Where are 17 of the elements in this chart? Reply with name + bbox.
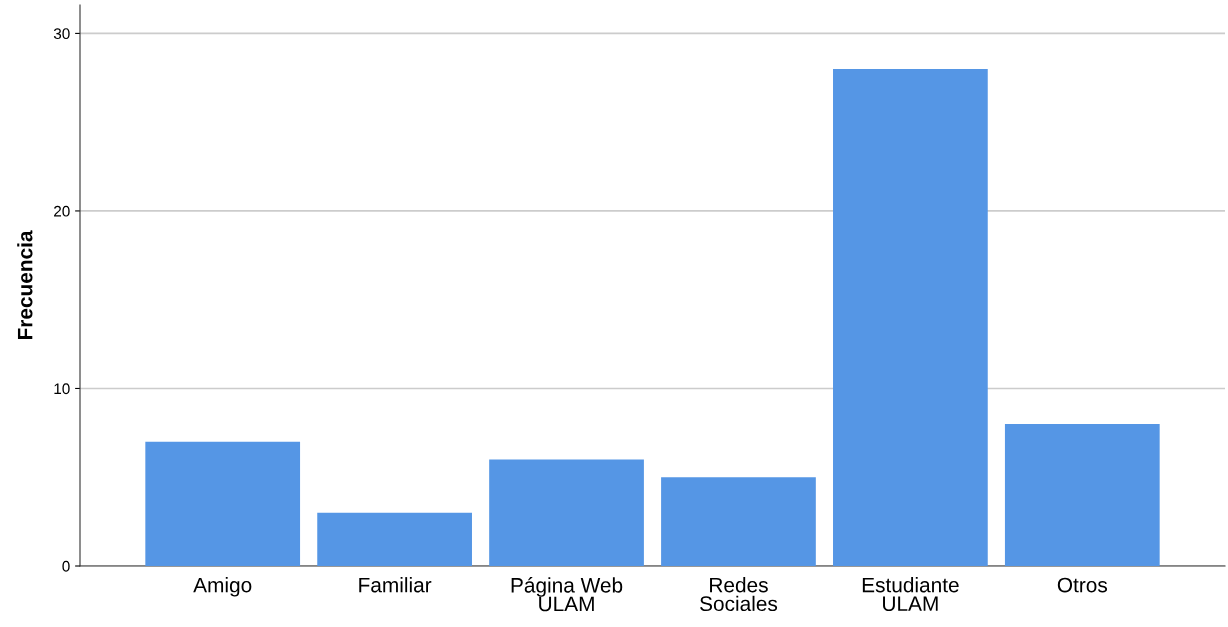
y-tick-label: 20	[54, 205, 70, 217]
bar	[489, 459, 644, 566]
x-tick-label: Estudiante ULAM	[862, 577, 959, 612]
x-tick-label: Otros	[1057, 577, 1108, 593]
bar	[317, 512, 472, 566]
y-axis-title: Frecuencia	[17, 230, 33, 340]
x-tick-label: Familiar	[359, 577, 432, 593]
bar	[1004, 423, 1160, 566]
bar	[833, 68, 988, 566]
y-tick-label: 10	[54, 383, 70, 395]
bar	[145, 441, 301, 566]
x-tick-label: Página Web ULAM	[511, 577, 623, 612]
bar	[661, 477, 816, 566]
x-tick-label: Amigo	[193, 577, 252, 597]
x-tick-label: Redes Sociales	[700, 577, 778, 612]
y-tick-label: 0	[62, 560, 70, 572]
y-tick-label: 30	[53, 28, 70, 40]
